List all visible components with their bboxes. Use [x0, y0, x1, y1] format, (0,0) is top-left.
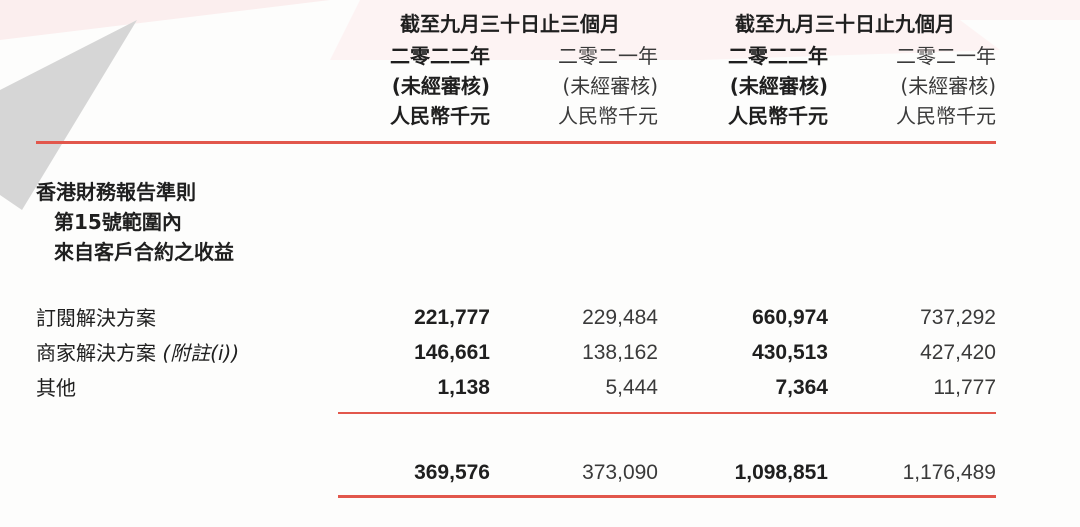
column-unit: 人民幣千元 — [390, 104, 490, 128]
table-cell: 221,777 — [414, 306, 490, 329]
column-year: 二零二一年 — [558, 44, 658, 68]
section-title-line2: 第15號範圍內 — [54, 210, 182, 234]
row-label-text: 其他 — [36, 376, 76, 400]
table-cell: 737,292 — [920, 306, 996, 329]
column-unit: 人民幣千元 — [558, 104, 658, 128]
row-label-text: 訂閱解決方案 — [36, 306, 156, 330]
column-audit-status: (未經審核) — [391, 74, 490, 98]
table-cell: 7,364 — [775, 376, 828, 399]
total-divider — [338, 495, 996, 498]
row-label-text: 商家解決方案 — [36, 341, 156, 365]
column-unit: 人民幣千元 — [728, 104, 828, 128]
table-cell: 229,484 — [582, 306, 658, 329]
column-year: 二零二二年 — [390, 44, 490, 68]
total-cell: 1,176,489 — [902, 461, 996, 484]
group-header-three-months: 截至九月三十日止三個月 — [400, 12, 620, 36]
group-header-nine-months: 截至九月三十日止九個月 — [735, 12, 955, 36]
table-cell: 430,513 — [752, 341, 828, 364]
total-cell: 373,090 — [582, 461, 658, 484]
row-label: 商家解決方案 (附註(i)) — [36, 341, 239, 365]
column-audit-status: (未經審核) — [729, 74, 828, 98]
total-cell: 369,576 — [414, 461, 490, 484]
column-audit-status: (未經審核) — [900, 74, 996, 98]
subtotal-divider — [338, 412, 996, 414]
header-divider — [36, 141, 996, 144]
column-year: 二零二一年 — [896, 44, 996, 68]
table-cell: 660,974 — [752, 306, 828, 329]
row-label: 訂閱解決方案 — [36, 306, 156, 330]
total-cell: 1,098,851 — [734, 461, 828, 484]
table-cell: 427,420 — [920, 341, 996, 364]
section-title-line1: 香港財務報告準則 — [36, 180, 196, 204]
table-cell: 138,162 — [582, 341, 658, 364]
table-cell: 1,138 — [437, 376, 490, 399]
column-year: 二零二二年 — [728, 44, 828, 68]
row-note: (附註(i)) — [162, 341, 240, 365]
section-title-line3: 來自客戶合約之收益 — [54, 240, 234, 264]
row-label: 其他 — [36, 376, 76, 400]
table-cell: 5,444 — [605, 376, 658, 399]
column-audit-status: (未經審核) — [562, 74, 658, 98]
table-cell: 11,777 — [933, 376, 996, 399]
decorative-arrow-graphic — [0, 0, 1080, 210]
column-unit: 人民幣千元 — [896, 104, 996, 128]
table-cell: 146,661 — [414, 341, 490, 364]
